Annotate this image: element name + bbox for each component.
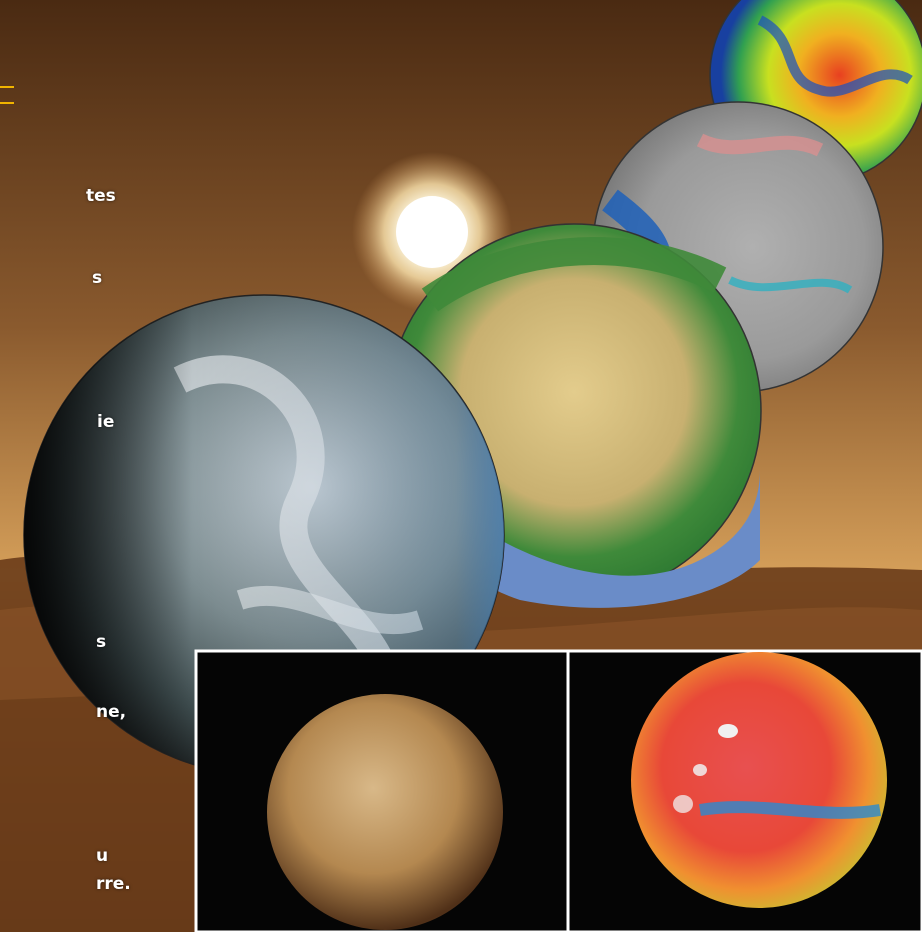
text-fragment-3: ie	[97, 412, 115, 432]
text-fragment-4: s	[96, 632, 107, 652]
text-fragment-2: s	[92, 268, 103, 288]
text-fragment-7: rre.	[96, 874, 131, 894]
globe-mars-natural	[267, 694, 503, 930]
text-fragment-5: ne,	[96, 702, 127, 722]
sun-core	[396, 196, 468, 268]
text-fragment-6: u	[96, 846, 109, 866]
globe-mars-heatmap	[631, 652, 887, 908]
text-fragment-1: tes	[86, 186, 116, 206]
heading-rule	[0, 86, 14, 104]
